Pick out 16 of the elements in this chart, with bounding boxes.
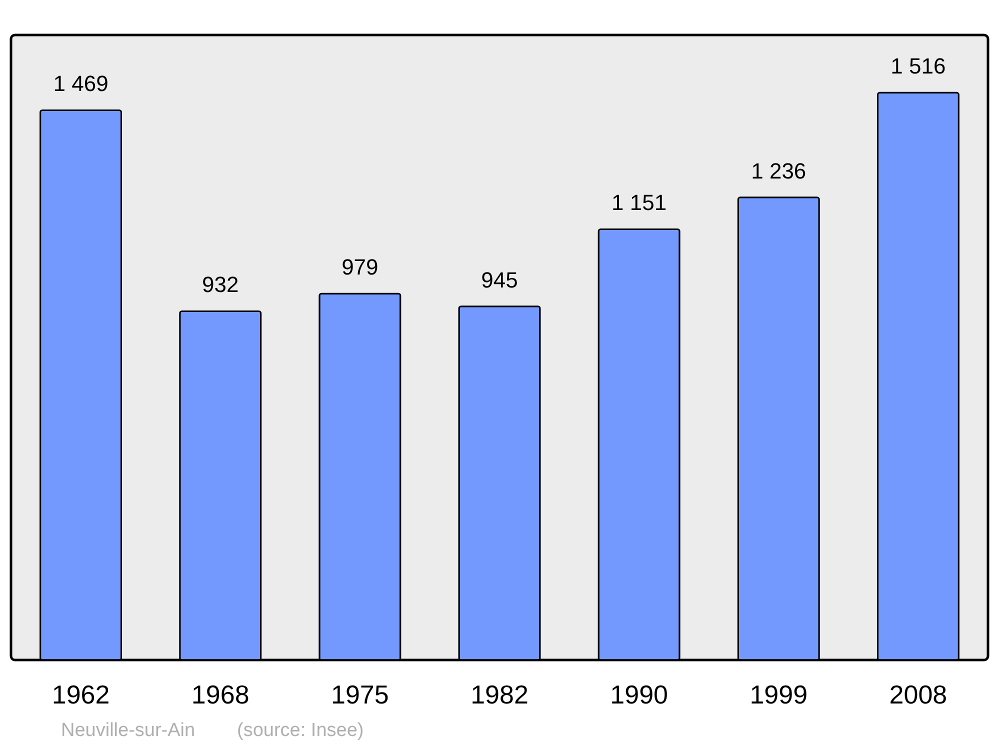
data-label: 1 469 [53,71,108,96]
x-tick-label: 1962 [52,680,110,710]
text: (source: Insee) [237,720,364,741]
data-label: 1 151 [612,190,667,216]
data-label: 1 236 [751,158,806,184]
data-label: 932 [202,272,239,298]
x-tick-label: 2008 [889,680,948,710]
text: Neuville-sur-Ain [61,720,196,741]
x-tick-label: 1999 [750,680,808,710]
data-label: 979 [342,254,378,280]
x-tick-label: 1968 [191,680,250,710]
data-label: 1 516 [890,54,946,79]
data-label: 945 [481,267,518,292]
x-tick-label: 1990 [610,680,668,710]
x-tick-label: 1975 [331,680,389,710]
x-tick-label: 1982 [470,680,528,710]
